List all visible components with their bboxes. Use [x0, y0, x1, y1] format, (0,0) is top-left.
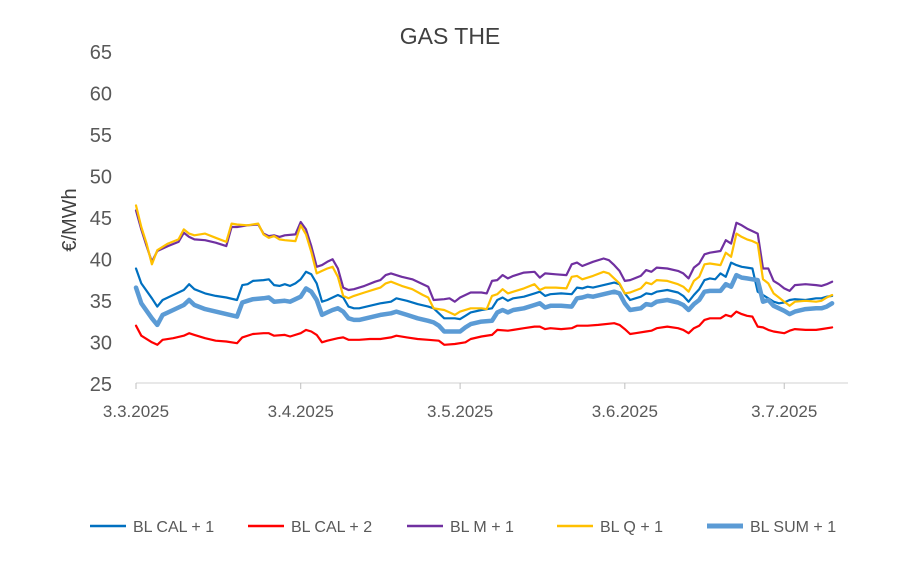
legend-label: BL Q + 1 [600, 519, 663, 536]
legend-label: BL M + 1 [450, 519, 514, 536]
series-lines [133, 204, 835, 346]
series-line-bl-sum-1 [133, 272, 835, 334]
x-tick-label: 3.4.2025 [268, 402, 334, 421]
x-tick-label: 3.6.2025 [592, 402, 658, 421]
y-tick-label: 40 [90, 250, 112, 272]
y-axis-label: €/MWh [59, 188, 81, 251]
x-axis: 3.3.2025 3.4.2025 3.5.2025 3.6.2025 3.7.2025 [103, 382, 848, 421]
legend-label: BL SUM + 1 [750, 519, 836, 536]
series-line-bl-cal-1 [134, 261, 834, 321]
series-line-bl-cal-2 [134, 310, 834, 346]
series-line-bl-q-1 [134, 204, 834, 316]
x-tick-label: 3.5.2025 [427, 402, 493, 421]
y-tick-label: 55 [90, 125, 112, 147]
legend-label: BL CAL + 2 [291, 519, 372, 536]
x-tick-label: 3.7.2025 [751, 402, 817, 421]
y-tick-label: 65 [90, 42, 112, 64]
y-tick-label: 35 [90, 291, 112, 313]
y-axis: 25 30 35 40 45 50 55 60 65 [90, 42, 112, 396]
y-tick-label: 50 [90, 167, 112, 189]
legend: BL CAL + 1 BL CAL + 2 BL M + 1 BL Q + 1 BL S… [90, 519, 836, 536]
y-tick-label: 60 [90, 84, 112, 106]
y-tick-label: 45 [90, 208, 112, 230]
y-tick-label: 30 [90, 333, 112, 355]
y-tick-label: 25 [90, 374, 112, 396]
legend-label: BL CAL + 1 [133, 519, 214, 536]
chart-title: GAS THE [400, 23, 501, 49]
x-tick-label: 3.3.2025 [103, 402, 169, 421]
